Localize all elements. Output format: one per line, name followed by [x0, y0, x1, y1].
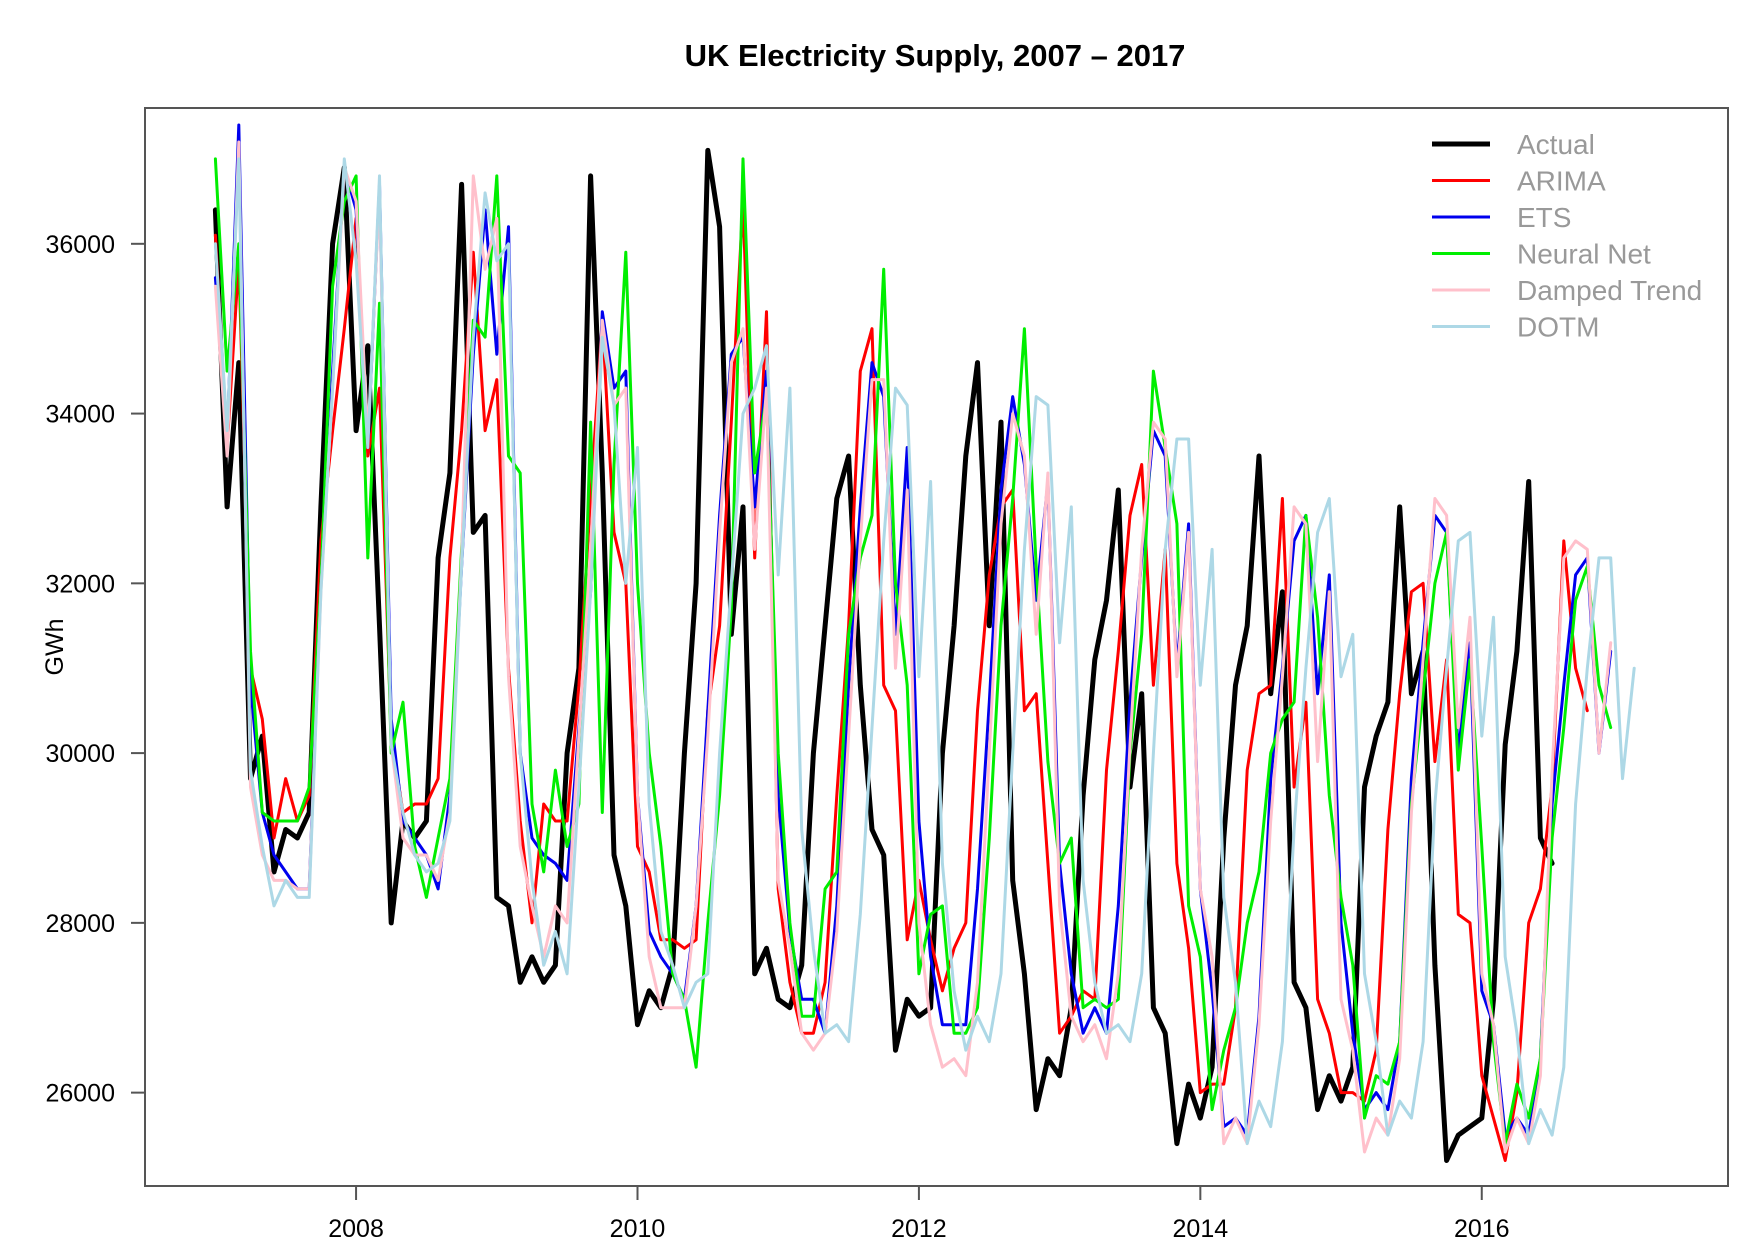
y-tick-label: 36000 — [45, 231, 115, 259]
x-tick-label: 2008 — [328, 1215, 384, 1243]
x-tick-label: 2016 — [1454, 1215, 1510, 1243]
legend-label: ETS — [1517, 202, 1571, 233]
y-tick-label: 30000 — [45, 740, 115, 768]
legend: Actual ARIMA ETS Neural Net Damped Trend DOTM — [1432, 129, 1702, 343]
series-line-neural-net — [213, 157, 1613, 1146]
x-tick-label: 2010 — [610, 1215, 666, 1243]
legend-label: ARIMA — [1517, 166, 1606, 197]
legend-label: DOTM — [1517, 312, 1599, 343]
series-lines — [212, 123, 1636, 1163]
series-line-actual — [212, 147, 1555, 1163]
y-tick-label: 28000 — [45, 910, 115, 938]
legend-label: Damped Trend — [1517, 275, 1702, 306]
y-tick-label: 26000 — [45, 1080, 115, 1108]
x-tick-label: 2012 — [891, 1215, 947, 1243]
chart-title: UK Electricity Supply, 2007 – 2017 — [685, 38, 1186, 73]
y-tick-label: 32000 — [45, 570, 115, 598]
y-tick-label: 34000 — [45, 401, 115, 429]
legend-label: Actual — [1517, 129, 1595, 160]
y-axis: 26000 28000 30000 32000 34000 36000 — [45, 231, 146, 1108]
x-tick-label: 2014 — [1173, 1215, 1229, 1243]
series-line-dotm — [213, 157, 1636, 1146]
series-line-ets — [213, 123, 1613, 1137]
legend-label: Neural Net — [1517, 239, 1651, 270]
y-axis-label: GWh — [41, 619, 69, 676]
x-axis: 2008 2010 2012 2014 2016 — [328, 1185, 1510, 1243]
